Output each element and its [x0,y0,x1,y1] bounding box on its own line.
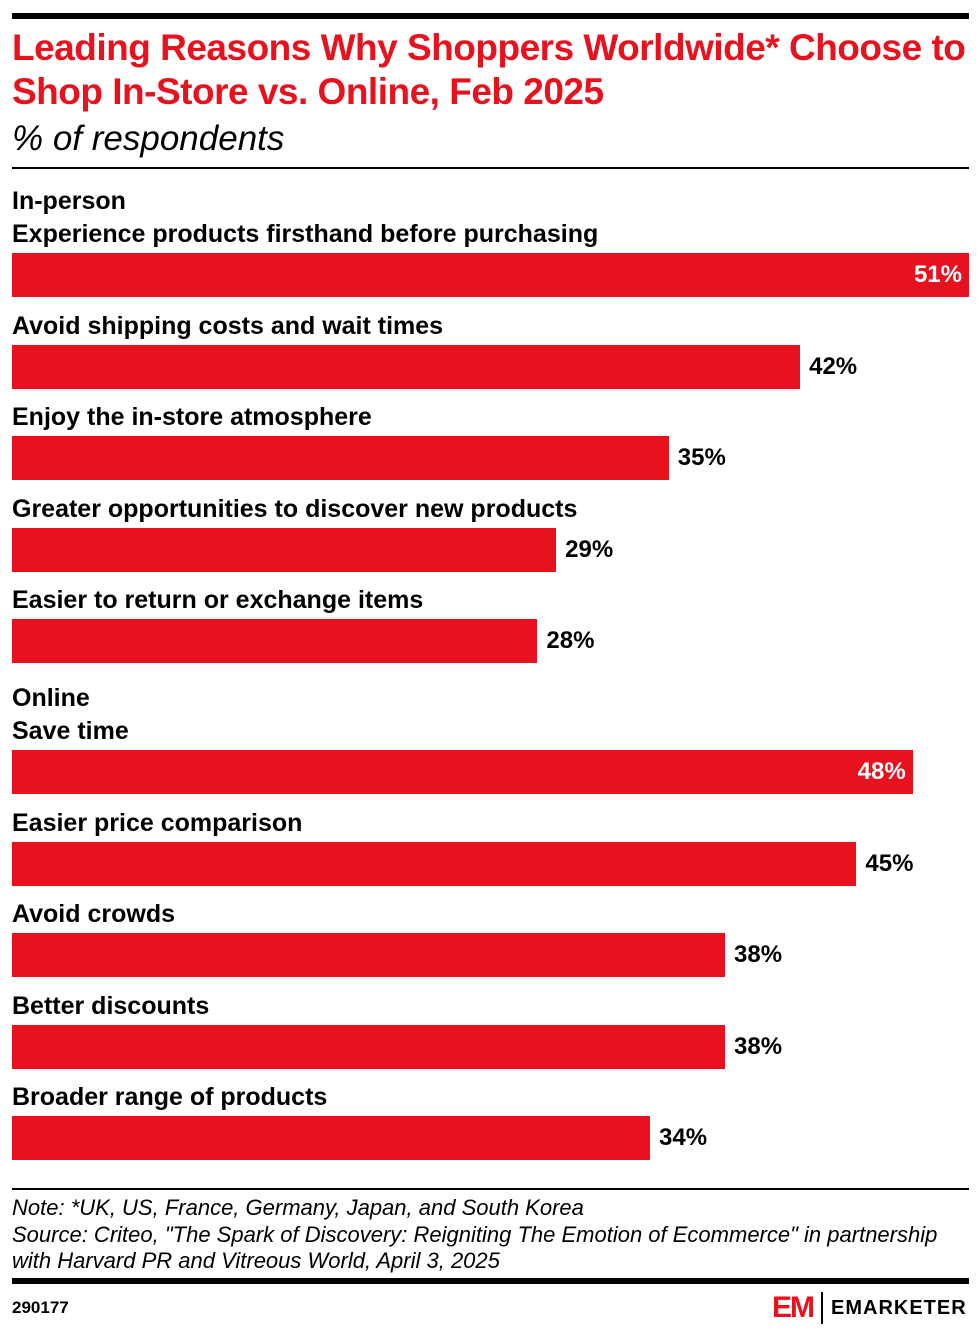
bar [12,619,538,663]
data-label: 38% [734,941,783,968]
bar [12,253,969,297]
bar [12,527,557,572]
category-label: Enjoy the in-store atmosphere [12,403,372,431]
bar [12,344,801,389]
logo-text: EMARKETER [831,1296,967,1319]
bottom-rule [12,1278,969,1284]
category-label: Greater opportunities to discover new pr… [12,494,578,523]
category-label: Better discounts [12,991,210,1020]
category-label: Easier to return or exchange items [12,586,424,614]
bar [12,1116,650,1160]
data-label: 38% [734,1032,783,1060]
category-label: Experience products firsthand before pur… [12,220,599,248]
data-label: 34% [659,1124,708,1151]
data-label: 42% [809,352,858,380]
source-text: Source: Criteo, "The Spark of Discovery:… [12,1221,938,1274]
footer-notes: Note: *UK, US, France, Germany, Japan, a… [12,1195,962,1275]
top-rule [12,13,969,19]
data-label: 35% [677,444,726,471]
footer-rule [12,1188,969,1190]
chart-subtitle: % of respondents [12,119,285,158]
chart-title: Leading Reasons Why Shoppers Worldwide* … [12,27,966,112]
header-rule [12,167,969,169]
category-label: Avoid shipping costs and wait times [12,311,444,340]
data-label: 29% [565,535,614,563]
bar [12,436,669,480]
category-label: Save time [12,717,129,745]
emarketer-logo: EM EMARKETER [772,1290,967,1326]
category-label: Broader range of products [12,1083,328,1111]
bar [12,933,726,977]
logo-divider [821,1292,823,1324]
data-label: 51% [913,261,962,288]
logo-mark: EM [772,1291,815,1324]
data-label: 45% [865,849,914,877]
chart-id: 290177 [12,1298,69,1317]
bar [12,841,857,886]
bar [12,750,913,794]
category-label: Avoid crowds [12,900,175,928]
data-label: 48% [857,758,906,785]
data-label: 28% [546,627,595,654]
section-header-online: Online [12,684,90,712]
note-text: Note: *UK, US, France, Germany, Japan, a… [12,1195,584,1220]
category-label: Easier price comparison [12,808,303,837]
bar [12,1024,726,1069]
section-header-in-person: In-person [12,187,126,215]
